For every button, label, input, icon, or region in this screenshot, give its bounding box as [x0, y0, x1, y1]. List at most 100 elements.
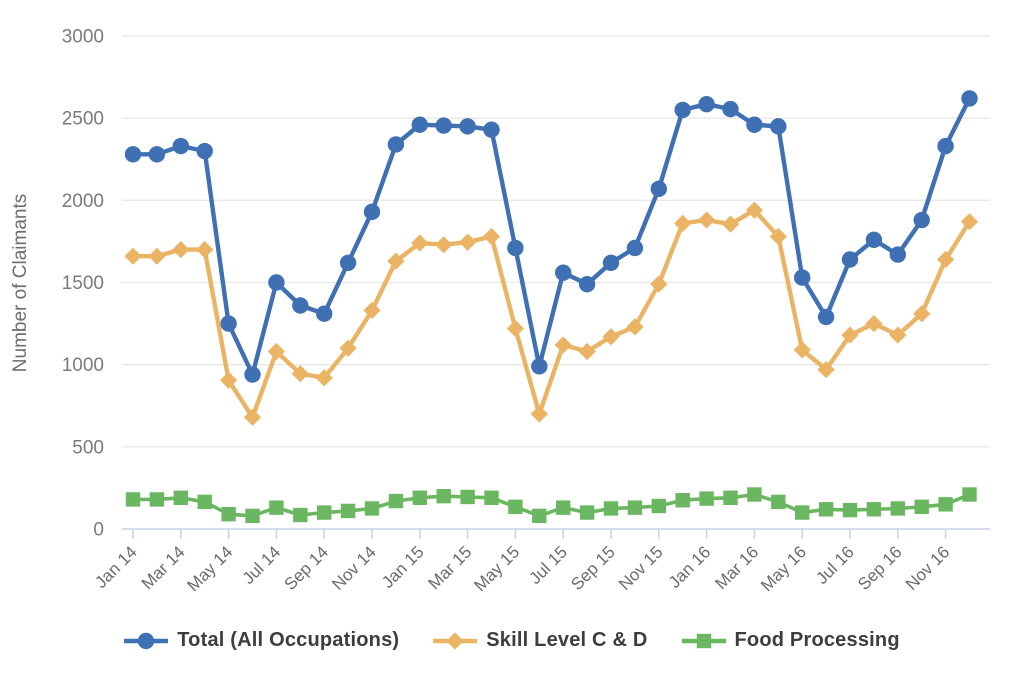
data-point-square — [651, 498, 666, 514]
data-point-square — [675, 493, 690, 508]
y-tick-label: 500 — [72, 437, 104, 458]
x-tick-label: Jan 15 — [378, 542, 428, 592]
data-point-circle — [889, 246, 906, 263]
data-point-diamond — [172, 241, 190, 259]
legend-item-food-processing[interactable]: Food Processing — [681, 629, 900, 652]
data-point-diamond — [506, 319, 524, 338]
data-point-square — [938, 497, 953, 512]
data-point-circle — [363, 203, 381, 221]
x-tick-label: Mar 14 — [138, 542, 189, 593]
data-point-square — [771, 494, 786, 510]
y-tick-label: 1500 — [62, 273, 104, 294]
data-point-circle — [459, 118, 476, 135]
data-point-square — [962, 487, 977, 502]
legend-label: Total (All Occupations) — [177, 629, 400, 651]
data-point-diamond — [148, 247, 166, 265]
data-point-diamond — [554, 336, 572, 354]
legend-marker-square-icon — [681, 633, 726, 648]
x-tick-label: Jul 15 — [526, 542, 572, 588]
data-point-circle — [746, 116, 763, 133]
x-axis-ticks — [132, 529, 947, 539]
series-skill-level-c-d — [124, 201, 979, 426]
legend-item-total-all-occupations[interactable]: Total (All Occupations) — [124, 629, 399, 652]
data-point-square — [508, 499, 523, 515]
data-point-square — [532, 508, 547, 524]
data-point-square — [890, 501, 905, 516]
data-point-circle — [937, 137, 954, 155]
data-point-square — [245, 508, 260, 524]
data-point-diamond — [865, 314, 883, 333]
data-point-circle — [148, 146, 166, 163]
gridlines — [122, 35, 990, 530]
legend-label: Skill Level C & D — [486, 629, 648, 651]
data-point-diamond — [459, 233, 477, 251]
data-point-diamond — [196, 241, 214, 259]
data-point-diamond — [817, 360, 835, 379]
data-point-circle — [339, 254, 357, 271]
data-point-circle — [602, 254, 620, 271]
y-axis-labels: 0 500 1000 1500 2000 2500 3000 — [62, 27, 104, 541]
data-point-circle — [124, 146, 142, 163]
x-tick-label: May 15 — [470, 542, 523, 595]
data-point-diamond — [745, 201, 763, 219]
data-point-square — [579, 505, 595, 520]
x-tick-label: Jul 16 — [812, 542, 858, 588]
data-point-diamond — [482, 227, 501, 246]
data-point-square — [460, 489, 475, 505]
data-point-square — [197, 494, 212, 510]
data-point-diamond — [530, 405, 548, 423]
data-point-square — [149, 492, 165, 507]
data-point-circle — [865, 231, 883, 248]
data-point-diamond — [243, 408, 262, 426]
x-tick-label: Nov 14 — [328, 542, 380, 594]
data-point-square — [340, 503, 356, 519]
data-point-circle — [794, 269, 811, 286]
x-tick-label: Nov 16 — [902, 542, 954, 594]
data-point-circle — [770, 118, 787, 135]
series-total-all-occupations — [124, 90, 978, 383]
data-point-diamond — [769, 227, 787, 246]
x-tick-label: Mar 16 — [711, 542, 762, 593]
x-tick-label: May 16 — [757, 542, 810, 595]
data-point-circle — [196, 142, 213, 160]
data-point-circle — [555, 264, 572, 281]
data-point-circle — [841, 251, 859, 268]
data-point-circle — [435, 117, 452, 134]
x-tick-label: Jan 14 — [91, 542, 141, 592]
data-point-square — [627, 500, 643, 515]
x-tick-label: Sep 15 — [567, 542, 619, 594]
data-point-circle — [722, 100, 739, 118]
data-point-diamond — [124, 247, 142, 265]
data-point-diamond — [937, 250, 955, 269]
data-point-diamond — [315, 369, 333, 387]
data-point-circle — [292, 297, 309, 314]
data-point-square — [842, 502, 858, 518]
data-point-square — [914, 499, 929, 515]
data-point-circle — [220, 315, 237, 332]
data-point-diamond — [674, 214, 692, 232]
x-tick-label: Jan 16 — [665, 542, 715, 592]
data-point-diamond — [650, 275, 668, 293]
x-tick-label: Sep 16 — [854, 542, 906, 594]
series-total-all-occupations-line — [130, 96, 972, 377]
data-point-square — [795, 505, 810, 520]
legend-item-skill-level-c-d[interactable]: Skill Level C & D — [433, 629, 647, 652]
x-tick-label: Jul 14 — [239, 542, 285, 588]
data-point-square — [388, 493, 404, 509]
data-point-square — [699, 491, 714, 506]
data-point-square — [436, 488, 451, 504]
data-point-square — [173, 490, 188, 505]
data-point-square — [221, 507, 236, 522]
data-point-diamond — [267, 342, 285, 361]
data-point-circle — [244, 366, 261, 383]
data-point-diamond — [363, 301, 381, 320]
data-point-square — [866, 502, 882, 517]
data-point-diamond — [339, 339, 357, 357]
chart-legend: Total (All Occupations) Skill Level C & D… — [0, 629, 1024, 652]
data-point-diamond — [446, 631, 464, 650]
data-point-diamond — [960, 213, 979, 231]
data-point-diamond — [578, 342, 596, 361]
data-point-diamond — [841, 326, 859, 344]
y-tick-label: 1000 — [62, 355, 104, 376]
